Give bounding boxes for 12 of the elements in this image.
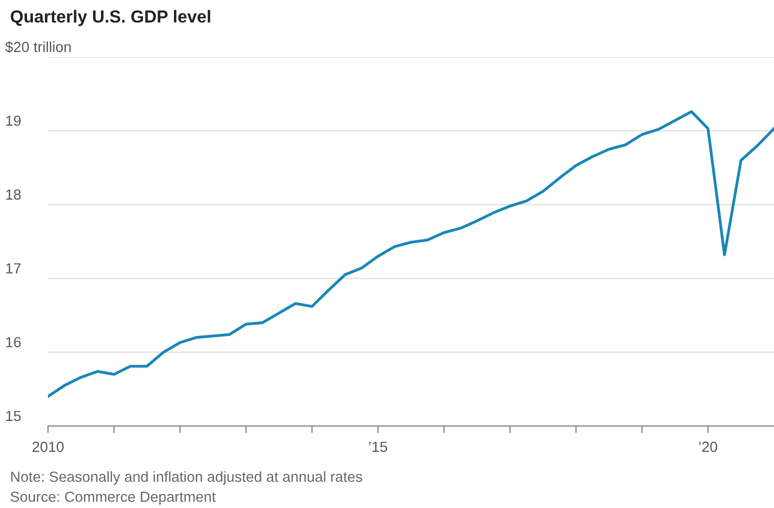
source-note: Source: Commerce Department (10, 492, 216, 505)
x-tick-label: ’20 (699, 442, 718, 452)
chart-title: Quarterly U.S. GDP level (10, 10, 210, 26)
text: Note: Seasonally and inflation adjusted at annual rates (11, 471, 362, 485)
y-tick-label: $20 trillion (5, 41, 71, 53)
y-tick-label: 19 (6, 116, 21, 126)
y-tick-label: 15 (6, 410, 21, 422)
y-tick-label: 16 (6, 336, 21, 348)
x-tick-label: ’15 (369, 442, 388, 452)
x-tick-label: 2010 (32, 442, 64, 452)
y-tick-label: 18 (6, 189, 21, 200)
y-tick-label: 17 (6, 263, 21, 274)
